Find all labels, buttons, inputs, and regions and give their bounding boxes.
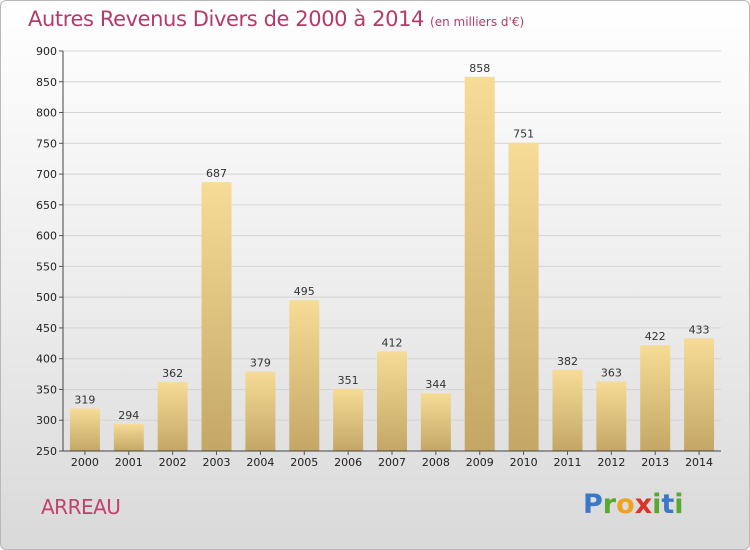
data-label: 422 bbox=[645, 330, 666, 343]
bar bbox=[289, 300, 320, 451]
data-label: 344 bbox=[425, 378, 446, 391]
bar bbox=[596, 381, 627, 451]
bar bbox=[552, 369, 583, 451]
bar bbox=[684, 338, 715, 451]
y-tick-label: 400 bbox=[36, 353, 57, 366]
bar bbox=[640, 345, 671, 451]
x-tick-label: 2002 bbox=[159, 456, 187, 469]
data-label: 294 bbox=[118, 409, 139, 422]
data-label: 362 bbox=[162, 367, 183, 380]
bar bbox=[245, 371, 276, 451]
x-tick-label: 2008 bbox=[422, 456, 450, 469]
x-tick-label: 2001 bbox=[115, 456, 143, 469]
bar bbox=[377, 351, 407, 451]
data-label: 687 bbox=[206, 167, 227, 180]
bar bbox=[420, 393, 451, 451]
data-label: 379 bbox=[250, 357, 271, 370]
y-tick-label: 550 bbox=[36, 260, 57, 273]
bar bbox=[508, 142, 539, 451]
proxiti-logo[interactable]: Proxiti bbox=[583, 489, 684, 520]
data-label: 351 bbox=[338, 374, 359, 387]
data-label: 412 bbox=[382, 336, 403, 349]
y-tick-label: 900 bbox=[36, 45, 57, 58]
x-tick-label: 2012 bbox=[597, 456, 625, 469]
x-tick-label: 2000 bbox=[71, 456, 99, 469]
bar bbox=[113, 423, 144, 451]
y-tick-label: 450 bbox=[36, 322, 57, 335]
chart-title: Autres Revenus Divers de 2000 à 2014 (en … bbox=[28, 7, 524, 31]
bar bbox=[464, 76, 495, 451]
logo-letter: P bbox=[583, 489, 603, 520]
bar bbox=[69, 408, 100, 451]
x-tick-label: 2004 bbox=[246, 456, 274, 469]
x-tick-label: 2006 bbox=[334, 456, 362, 469]
logo-letter: x bbox=[634, 489, 653, 520]
logo-letter: o bbox=[616, 489, 635, 520]
y-tick-label: 300 bbox=[36, 414, 57, 427]
title-subtitle: (en milliers d'€) bbox=[430, 15, 525, 29]
y-tick-label: 750 bbox=[36, 137, 57, 150]
x-tick-label: 2007 bbox=[378, 456, 406, 469]
y-tick-label: 800 bbox=[36, 107, 57, 120]
data-label: 858 bbox=[469, 62, 490, 75]
bar bbox=[201, 182, 232, 452]
bar bbox=[333, 388, 364, 451]
data-label: 495 bbox=[294, 285, 315, 298]
data-label: 751 bbox=[513, 128, 534, 141]
logo-letter: r bbox=[602, 489, 617, 520]
bars-layer bbox=[69, 76, 715, 452]
place-name: ARREAU bbox=[41, 495, 121, 519]
logo-letter: i bbox=[674, 489, 684, 520]
y-tick-label: 650 bbox=[36, 199, 57, 212]
y-tick-label: 250 bbox=[36, 445, 57, 458]
y-tick-label: 350 bbox=[36, 383, 57, 396]
y-tick-label: 700 bbox=[36, 168, 57, 181]
data-label: 319 bbox=[74, 394, 95, 407]
logo-letter: i bbox=[652, 489, 662, 520]
title-main: Autres Revenus Divers de 2000 à 2014 bbox=[28, 7, 425, 31]
y-tick-label: 500 bbox=[36, 291, 57, 304]
data-label: 363 bbox=[601, 366, 622, 379]
x-tick-label: 2011 bbox=[553, 456, 581, 469]
x-tick-label: 2013 bbox=[641, 456, 669, 469]
x-tick-label: 2005 bbox=[290, 456, 318, 469]
y-tick-label: 850 bbox=[36, 76, 57, 89]
axis-layer bbox=[59, 50, 721, 455]
x-tick-label: 2003 bbox=[203, 456, 231, 469]
x-tick-label: 2010 bbox=[510, 456, 538, 469]
bar bbox=[157, 382, 188, 451]
logo-letter: t bbox=[661, 489, 675, 520]
x-tick-label: 2014 bbox=[685, 456, 713, 469]
y-tick-label: 600 bbox=[36, 230, 57, 243]
data-label: 382 bbox=[557, 355, 578, 368]
data-label: 433 bbox=[689, 323, 710, 336]
x-tick-label: 2009 bbox=[466, 456, 494, 469]
labels-layer: 250 300 350 400 450 500 550 600 650 700 750 800 850 9… bbox=[36, 45, 713, 469]
